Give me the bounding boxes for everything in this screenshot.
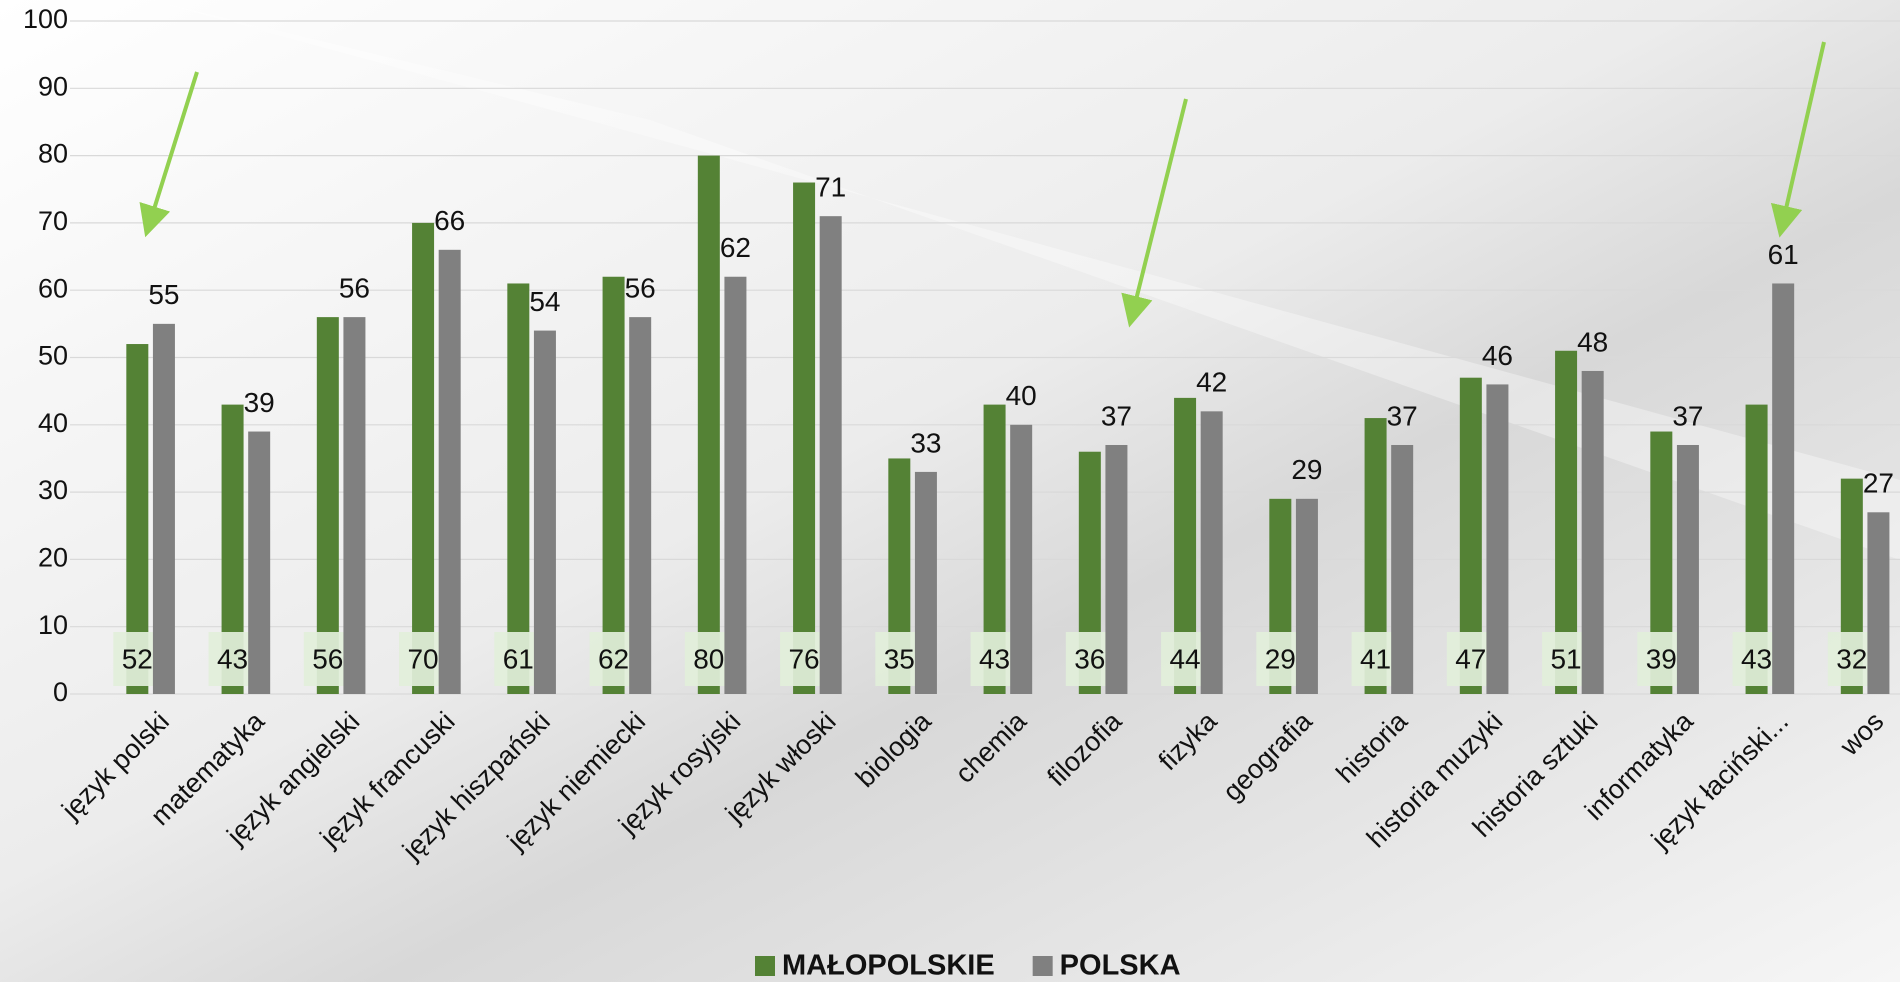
- arrow: [1121, 98, 1188, 328]
- data-label: 32: [1836, 643, 1867, 674]
- bar: [1174, 397, 1197, 694]
- bar: [152, 323, 175, 694]
- bar: [533, 330, 556, 694]
- bar: [1010, 424, 1033, 694]
- data-label: 35: [884, 643, 915, 674]
- bar: [248, 431, 271, 694]
- bar: [1772, 283, 1795, 694]
- y-tick-label: 60: [38, 273, 68, 303]
- data-label: 47: [1455, 643, 1486, 674]
- bar: [914, 471, 937, 694]
- bar: [1650, 431, 1673, 694]
- bar: [1486, 384, 1509, 694]
- data-label: 76: [788, 643, 819, 674]
- data-label: 37: [1387, 400, 1418, 431]
- y-tick-label: 70: [38, 206, 68, 236]
- data-label: 70: [407, 643, 438, 674]
- data-label: 29: [1265, 643, 1296, 674]
- bar: [1200, 411, 1223, 694]
- bar: [126, 344, 149, 694]
- arrow: [139, 71, 199, 238]
- data-label: 44: [1169, 643, 1200, 674]
- data-label: 27: [1863, 468, 1894, 499]
- bar: [412, 222, 435, 694]
- bar: [221, 404, 244, 694]
- legend: MAŁOPOLSKIE POLSKA: [755, 950, 1181, 982]
- data-label: 43: [979, 643, 1010, 674]
- data-label: 61: [503, 643, 534, 674]
- data-label: 51: [1550, 643, 1581, 674]
- bar: [983, 404, 1006, 694]
- data-label: 80: [693, 643, 724, 674]
- bar: [1459, 377, 1482, 694]
- arrow: [1770, 41, 1826, 238]
- bar: [1105, 444, 1128, 694]
- data-label: 52: [122, 643, 153, 674]
- data-label: 48: [1577, 326, 1608, 357]
- data-label: 62: [720, 232, 751, 263]
- data-label: 62: [598, 643, 629, 674]
- legend-label: POLSKA: [1060, 950, 1181, 982]
- y-tick-label: 10: [38, 610, 68, 640]
- bar: [1295, 498, 1318, 694]
- bar: [793, 182, 816, 694]
- y-tick-label: 50: [38, 341, 68, 371]
- data-label: 55: [148, 279, 179, 310]
- y-tick-label: 90: [38, 71, 68, 101]
- bar: [507, 283, 530, 694]
- bar: [1676, 444, 1699, 694]
- data-label: 39: [1646, 643, 1677, 674]
- data-label: 56: [312, 643, 343, 674]
- bar: [1581, 370, 1604, 694]
- y-tick-label: 80: [38, 139, 68, 169]
- data-label: 43: [1741, 643, 1772, 674]
- legend-label: MAŁOPOLSKIE: [782, 950, 995, 982]
- data-label: 54: [529, 286, 560, 317]
- annotations: [139, 41, 1826, 328]
- bar: [1555, 350, 1578, 694]
- data-label: 61: [1768, 239, 1799, 270]
- bar: [438, 249, 461, 694]
- bar: [316, 317, 339, 694]
- bar: [602, 276, 625, 694]
- bar: [629, 317, 652, 694]
- data-label: 33: [910, 427, 941, 458]
- legend-swatch: [755, 956, 775, 976]
- data-label: 56: [339, 273, 370, 304]
- bar: [1745, 404, 1768, 694]
- data-label: 71: [815, 172, 846, 203]
- data-label: 39: [244, 387, 275, 418]
- data-label: 42: [1196, 367, 1227, 398]
- data-label: 56: [625, 273, 656, 304]
- data-label: 66: [434, 205, 465, 236]
- data-label: 40: [1006, 380, 1037, 411]
- bar: [724, 276, 747, 694]
- y-tick-label: 100: [23, 4, 68, 34]
- y-tick-label: 20: [38, 543, 68, 573]
- bar: [343, 317, 366, 694]
- data-label: 46: [1482, 340, 1513, 371]
- y-tick-label: 40: [38, 408, 68, 438]
- data-label: 37: [1672, 400, 1703, 431]
- data-label: 41: [1360, 643, 1391, 674]
- y-tick-label: 30: [38, 475, 68, 505]
- bar: [1391, 444, 1414, 694]
- data-label: 29: [1291, 454, 1322, 485]
- data-label: 36: [1074, 643, 1105, 674]
- data-label: 37: [1101, 400, 1132, 431]
- y-tick-label: 0: [53, 677, 68, 707]
- bar: [697, 155, 720, 695]
- data-label: 43: [217, 643, 248, 674]
- bar: [1364, 418, 1387, 694]
- bar: [819, 216, 842, 695]
- bar: [1867, 512, 1890, 694]
- legend-swatch: [1032, 956, 1053, 976]
